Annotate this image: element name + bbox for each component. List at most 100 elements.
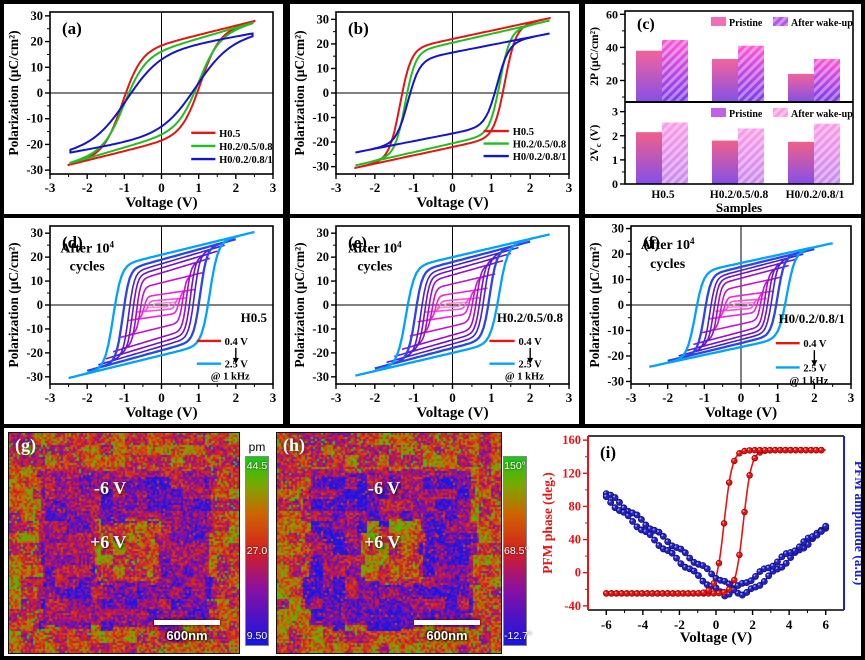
bottom-row-strip: (g) -6 V +6 V 600nm pm 44.5 27.0 9.50 (h… xyxy=(4,428,865,656)
svg-text:1: 1 xyxy=(774,390,781,405)
svg-text:-10: -10 xyxy=(26,112,43,126)
svg-text:After 104: After 104 xyxy=(60,239,114,256)
scale-bar xyxy=(154,620,220,625)
svg-text:After 104: After 104 xyxy=(348,239,402,256)
svg-text:@ 1 kHz: @ 1 kHz xyxy=(211,372,250,383)
svg-text:10: 10 xyxy=(317,274,330,288)
svg-text:2.5 V: 2.5 V xyxy=(225,360,249,371)
svg-text:Polarization (μC/cm²): Polarization (μC/cm²) xyxy=(6,30,21,155)
svg-text:1: 1 xyxy=(488,390,495,405)
svg-text:40: 40 xyxy=(569,533,582,547)
svg-text:3: 3 xyxy=(848,390,855,405)
svg-text:Polarization (μC/cm²): Polarization (μC/cm²) xyxy=(292,242,307,367)
svg-text:30: 30 xyxy=(317,226,330,240)
svg-text:H0.2/0.5/0.8: H0.2/0.5/0.8 xyxy=(710,189,769,201)
svg-text:10: 10 xyxy=(612,273,625,287)
svg-text:3: 3 xyxy=(270,390,277,405)
svg-text:0.4 V: 0.4 V xyxy=(519,337,543,348)
svg-text:-10: -10 xyxy=(607,323,624,337)
scale-bar-label: 600nm xyxy=(426,628,468,643)
svg-text:2: 2 xyxy=(811,390,818,405)
scale-bar-label: 600nm xyxy=(166,628,208,643)
colorbar-amplitude: pm 44.5 27.0 9.50 xyxy=(244,440,270,646)
svg-text:H0/0.2/0.8/1: H0/0.2/0.8/1 xyxy=(779,311,845,326)
svg-text:2: 2 xyxy=(527,180,534,195)
panel-g-pfm-amplitude-map: (g) -6 V +6 V 600nm xyxy=(8,432,240,654)
svg-text:H0.2/0.5/0.8: H0.2/0.5/0.8 xyxy=(513,140,566,151)
poled-region-label-neg6v: -6 V xyxy=(94,478,127,498)
svg-text:0: 0 xyxy=(323,86,329,100)
svg-text:2P (μC/cm²): 2P (μC/cm²) xyxy=(589,27,601,86)
svg-text:-1: -1 xyxy=(119,180,130,195)
svg-text:-3: -3 xyxy=(331,390,342,405)
svg-text:1: 1 xyxy=(612,153,618,167)
svg-text:-20: -20 xyxy=(312,135,329,149)
svg-text:H0.5: H0.5 xyxy=(513,127,534,138)
colorbar-gradient-phase: 150° 68.5° -12.7° xyxy=(503,456,533,646)
colorbar-unit-label: pm xyxy=(248,440,266,454)
svg-text:10: 10 xyxy=(31,274,44,288)
svg-text:30: 30 xyxy=(31,9,44,23)
svg-text:Pristine: Pristine xyxy=(729,109,763,120)
svg-text:-1: -1 xyxy=(408,180,419,195)
svg-text:0: 0 xyxy=(738,390,745,405)
svg-text:2Vc (V): 2Vc (V) xyxy=(589,124,603,161)
svg-text:-20: -20 xyxy=(26,137,43,151)
svg-text:(a): (a) xyxy=(62,19,82,38)
colorbar-unit-label xyxy=(502,440,528,456)
svg-text:Polarization (μC/cm²): Polarization (μC/cm²) xyxy=(292,30,307,155)
svg-text:2: 2 xyxy=(749,617,756,632)
svg-text:2: 2 xyxy=(527,390,534,405)
svg-text:-30: -30 xyxy=(312,370,329,384)
svg-text:-2: -2 xyxy=(662,390,673,405)
colorbar-mid-label: 68.5° xyxy=(504,545,529,557)
svg-text:3: 3 xyxy=(270,180,277,195)
panel-h-pfm-phase-map: (h) -6 V +6 V 600nm xyxy=(276,432,502,654)
svg-text:-30: -30 xyxy=(26,163,43,177)
colorbar-mid-label: 27.0 xyxy=(246,545,268,557)
svg-text:1: 1 xyxy=(488,180,495,195)
svg-text:3: 3 xyxy=(612,105,618,119)
svg-text:-1: -1 xyxy=(408,390,419,405)
svg-text:-20: -20 xyxy=(312,346,329,360)
svg-text:-1: -1 xyxy=(119,390,130,405)
bar-chart: 20 40 60 Pristine After wake-up 0 1 2 3 Pristine A… xyxy=(589,7,854,215)
svg-text:20: 20 xyxy=(606,73,618,87)
svg-text:-1: -1 xyxy=(699,390,710,405)
svg-text:0.4 V: 0.4 V xyxy=(225,337,249,348)
svg-text:H0.2/0.5/0.8: H0.2/0.5/0.8 xyxy=(219,142,272,153)
svg-text:-2: -2 xyxy=(674,617,685,632)
svg-text:PFM amplitude (a.u.): PFM amplitude (a.u.) xyxy=(852,461,861,586)
svg-text:-2: -2 xyxy=(369,180,380,195)
panel-c-bar-charts: 20 40 60 Pristine After wake-up 0 1 2 3 Pristine A… xyxy=(585,4,861,215)
svg-text:-10: -10 xyxy=(312,322,329,336)
svg-text:0: 0 xyxy=(612,177,618,191)
svg-text:(f): (f) xyxy=(643,233,660,252)
svg-text:-10: -10 xyxy=(26,322,43,336)
svg-text:2: 2 xyxy=(612,129,618,143)
svg-text:-3: -3 xyxy=(45,180,56,195)
svg-text:20: 20 xyxy=(612,247,625,261)
svg-text:2.5 V: 2.5 V xyxy=(803,363,827,374)
svg-text:4: 4 xyxy=(786,617,793,632)
svg-text:@ 1 kHz: @ 1 kHz xyxy=(505,372,544,383)
svg-text:After 104: After 104 xyxy=(641,236,695,253)
svg-text:-2: -2 xyxy=(369,390,380,405)
svg-text:Voltage (V): Voltage (V) xyxy=(416,195,488,211)
svg-text:2: 2 xyxy=(233,390,240,405)
svg-text:1: 1 xyxy=(195,180,202,195)
scale-bar xyxy=(414,620,480,625)
svg-text:-6: -6 xyxy=(601,617,612,632)
svg-text:6: 6 xyxy=(822,617,829,632)
svg-text:0: 0 xyxy=(713,617,720,632)
svg-text:cycles: cycles xyxy=(70,259,106,274)
panel-b-pv-hysteresis: -3 -2 -1 0 1 2 3 -30 -20 -10 0 10 20 30 Voltage (V) Pol… xyxy=(290,4,579,214)
colorbar-min-label: 9.50 xyxy=(246,630,268,642)
svg-text:H0.5: H0.5 xyxy=(651,189,675,201)
colorbar-min-label: -12.7° xyxy=(504,630,533,642)
svg-text:0: 0 xyxy=(618,298,624,312)
svg-text:80: 80 xyxy=(569,499,582,513)
svg-text:Polarization (μC/cm²): Polarization (μC/cm²) xyxy=(587,242,602,367)
